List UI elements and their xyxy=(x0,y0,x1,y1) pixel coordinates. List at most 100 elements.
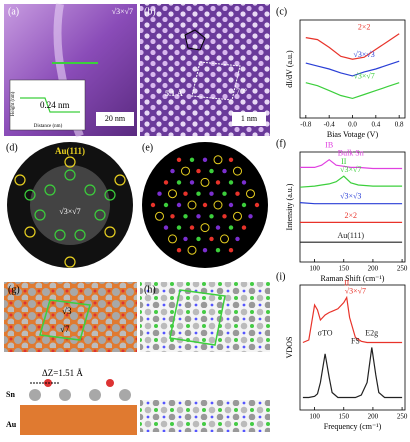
panel-e: (e) xyxy=(142,142,268,268)
spot xyxy=(170,214,175,219)
spot xyxy=(150,202,156,208)
spot xyxy=(209,214,214,219)
annotation: II xyxy=(344,278,350,287)
series-label: 2×2 xyxy=(358,23,371,32)
series-label: √3×√3 xyxy=(340,191,361,200)
spot xyxy=(202,248,208,253)
x-tick-label: 200 xyxy=(368,413,379,421)
plot-frame xyxy=(299,284,406,411)
panel-label: (g) xyxy=(8,284,20,295)
phase-label: √3×√7 xyxy=(112,7,133,16)
spots xyxy=(24,169,116,241)
spot xyxy=(176,225,182,230)
y-axis-label: dI/dV (a.u.) xyxy=(285,50,294,88)
series-label: 2×2 xyxy=(344,211,357,220)
series-line xyxy=(299,175,403,188)
layer-bottom: Au xyxy=(6,420,17,429)
spot xyxy=(189,157,195,162)
inset-xlabel: Distance (nm) xyxy=(34,124,63,129)
spot xyxy=(222,214,227,219)
spot xyxy=(235,236,240,242)
spot xyxy=(222,191,227,196)
spot xyxy=(235,191,240,196)
spot xyxy=(187,200,197,210)
panel-label: (e) xyxy=(142,142,153,153)
x-tick-label: 150 xyxy=(339,413,350,421)
panel-h: (h) xyxy=(140,282,270,432)
leed-glow xyxy=(30,165,110,245)
spot xyxy=(209,168,214,174)
spot xyxy=(170,168,175,174)
panel-label: (i) xyxy=(276,271,285,282)
y-axis-label: VDOS xyxy=(285,337,294,359)
spot xyxy=(254,202,260,208)
panel-label: (b) xyxy=(144,6,156,17)
panel-label: (h) xyxy=(144,284,156,295)
spot xyxy=(176,248,182,253)
series-label: √3×√7 xyxy=(340,165,361,174)
series-line xyxy=(305,60,400,77)
panel-label: (c) xyxy=(276,6,287,17)
spot xyxy=(233,166,242,176)
panel-b: (b) 5.1 Å 70° 1 nm xyxy=(140,4,270,136)
unit-cell xyxy=(191,61,241,101)
spot xyxy=(176,180,182,185)
substrate-spots xyxy=(14,156,126,268)
spot xyxy=(176,157,182,162)
top-view xyxy=(4,282,137,352)
x-tick-label: 0.0 xyxy=(348,121,357,129)
series-line xyxy=(302,347,403,399)
spot xyxy=(213,200,223,210)
series-label: √3×√7 xyxy=(345,286,366,295)
series-line xyxy=(305,33,400,60)
annotation: σTO xyxy=(318,328,333,337)
x-tick-label: 100 xyxy=(309,265,320,273)
y-axis-label: Intensity (a.u.) xyxy=(285,183,294,230)
side-view xyxy=(140,400,270,432)
spot xyxy=(202,157,208,162)
series-line xyxy=(300,158,403,170)
spot xyxy=(228,225,234,230)
spot xyxy=(196,168,201,174)
series-line xyxy=(299,202,403,205)
angle-label: 70° xyxy=(236,87,247,96)
spot xyxy=(176,202,182,208)
spot xyxy=(222,168,227,174)
scale-box xyxy=(96,112,134,126)
spot xyxy=(241,202,247,208)
spot xyxy=(181,166,190,176)
substrate-label: Au(111) xyxy=(55,146,85,156)
spot xyxy=(228,248,234,253)
panel-label: (f) xyxy=(276,138,286,149)
plot-frame xyxy=(299,19,406,119)
spot xyxy=(228,157,234,162)
spot xyxy=(213,155,223,165)
cell-a: √3 xyxy=(62,306,72,316)
series-label: Bulk Sn xyxy=(338,149,364,158)
spot xyxy=(196,214,201,219)
panel-label: (d) xyxy=(6,142,18,153)
x-tick-label: 200 xyxy=(368,265,379,273)
scale-box xyxy=(232,112,266,126)
series-label: √3×√3 xyxy=(354,50,375,59)
x-tick-label: 150 xyxy=(339,265,350,273)
spot xyxy=(246,189,255,199)
spot xyxy=(233,211,242,221)
spot xyxy=(183,214,188,219)
spot xyxy=(220,234,229,244)
x-tick-label: 100 xyxy=(309,413,320,421)
spot xyxy=(189,180,195,185)
spot xyxy=(196,236,201,242)
x-tick-label: 0.4 xyxy=(371,121,380,129)
x-axis-label: Raman Shift (cm⁻¹) xyxy=(321,274,385,283)
top-view xyxy=(140,282,270,352)
spot xyxy=(168,189,177,199)
spacing-label: 5.1 Å xyxy=(165,89,183,98)
spot xyxy=(168,234,177,244)
spot xyxy=(155,211,164,221)
spot xyxy=(215,180,221,185)
inset-profile xyxy=(20,97,80,113)
x-tick-label: 0.8 xyxy=(395,121,404,129)
x-axis-label: Bias Votage (V) xyxy=(327,130,379,139)
series-line xyxy=(302,295,403,344)
